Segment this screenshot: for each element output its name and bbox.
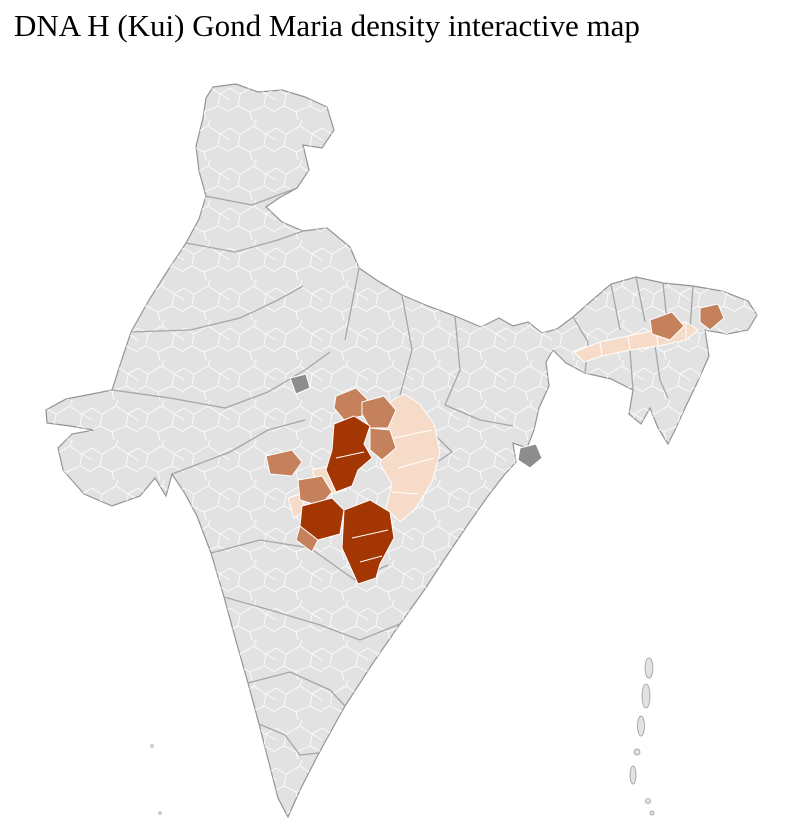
island-dot [150,744,154,748]
district[interactable] [699,303,725,331]
no-data-districts[interactable] [289,373,543,469]
district[interactable] [333,387,369,421]
page-title: DNA H (Kui) Gond Maria density interacti… [14,8,640,43]
island[interactable] [633,748,641,756]
district-boundaries [351,529,389,563]
district[interactable] [341,499,395,585]
district[interactable] [369,427,397,461]
district-boundaries [391,429,435,495]
island[interactable] [644,657,654,679]
medium-density-districts[interactable] [265,303,725,553]
island[interactable] [649,810,655,816]
district[interactable] [299,497,345,541]
district[interactable] [517,443,543,469]
district[interactable] [649,311,685,341]
district[interactable] [297,475,333,507]
island[interactable] [629,765,637,785]
district[interactable] [265,449,303,477]
high-density-districts[interactable] [299,415,395,585]
island-dot [158,811,162,815]
district[interactable] [289,373,311,395]
district[interactable] [361,395,397,429]
district-boundaries [599,322,687,357]
district[interactable] [325,415,373,493]
island[interactable] [637,715,645,737]
island[interactable] [645,798,651,804]
andaman-islands[interactable] [629,657,655,816]
island[interactable] [641,683,651,709]
district-boundaries [335,451,365,459]
lakshadweep-islands [150,744,162,815]
